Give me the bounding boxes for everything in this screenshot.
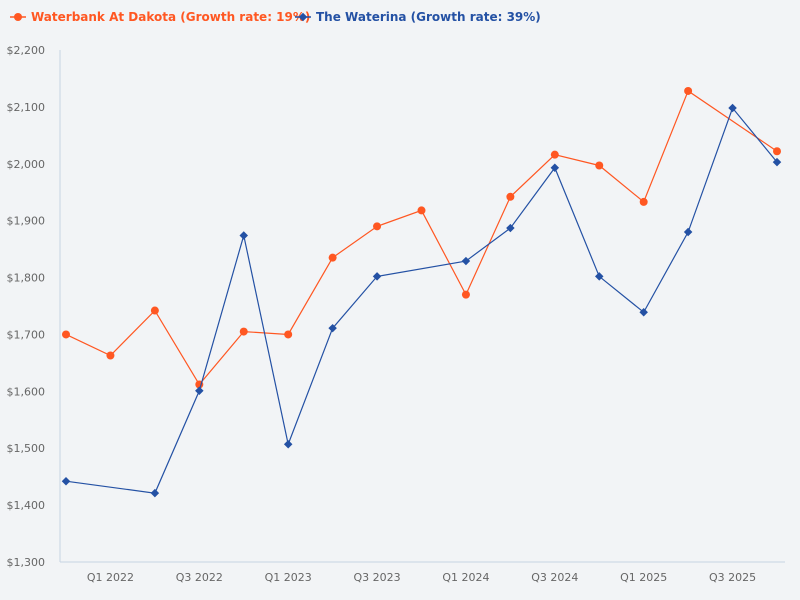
y-tick-label: $1,400 xyxy=(7,499,46,512)
data-point[interactable] xyxy=(550,150,559,159)
data-point[interactable] xyxy=(550,163,560,173)
legend-diamond-marker-icon xyxy=(298,12,308,22)
data-point[interactable] xyxy=(639,197,648,206)
legend-item-waterbank[interactable]: Waterbank At Dakota (Growth rate: 19%) xyxy=(10,10,310,24)
x-tick-label: Q1 2022 xyxy=(87,571,134,584)
data-point[interactable] xyxy=(773,147,781,156)
data-point[interactable] xyxy=(62,330,70,339)
data-point[interactable] xyxy=(461,256,471,266)
legend-label: Waterbank At Dakota (Growth rate: 19%) xyxy=(31,10,310,24)
data-point[interactable] xyxy=(328,323,337,333)
series-1 xyxy=(61,103,782,498)
series-line xyxy=(65,106,778,494)
y-tick-label: $1,500 xyxy=(7,442,46,455)
data-point[interactable] xyxy=(150,488,160,498)
legend-circle-marker-icon xyxy=(14,13,22,21)
data-point[interactable] xyxy=(61,476,71,486)
data-point[interactable] xyxy=(106,351,115,360)
y-tick-label: $1,800 xyxy=(7,272,46,285)
series-0 xyxy=(62,86,781,389)
x-tick-label: Q3 2022 xyxy=(176,571,223,584)
y-tick-label: $1,700 xyxy=(7,328,46,341)
data-point[interactable] xyxy=(506,192,515,201)
series-line xyxy=(65,90,778,386)
legend: Waterbank At Dakota (Growth rate: 19%) T… xyxy=(10,10,541,24)
data-point[interactable] xyxy=(372,272,382,281)
data-point[interactable] xyxy=(239,231,248,240)
data-point[interactable] xyxy=(684,86,693,95)
y-tick-label: $1,300 xyxy=(7,556,46,569)
x-tick-label: Q1 2025 xyxy=(620,571,667,584)
y-tick-label: $2,100 xyxy=(7,101,46,114)
data-point[interactable] xyxy=(328,253,337,262)
y-tick-label: $2,200 xyxy=(7,44,46,57)
x-tick-label: Q3 2023 xyxy=(353,571,400,584)
legend-label: The Waterina (Growth rate: 39%) xyxy=(316,10,541,24)
data-point[interactable] xyxy=(284,330,293,339)
x-tick-label: Q3 2025 xyxy=(709,571,756,584)
data-point[interactable] xyxy=(506,223,515,233)
data-point[interactable] xyxy=(461,290,470,299)
y-tick-label: $2,000 xyxy=(7,158,46,171)
data-point[interactable] xyxy=(417,206,426,215)
legend-item-waterina[interactable]: The Waterina (Growth rate: 39%) xyxy=(295,10,541,24)
data-point[interactable] xyxy=(639,308,648,317)
data-point[interactable] xyxy=(195,386,204,396)
x-tick-label: Q3 2024 xyxy=(531,571,578,584)
data-point[interactable] xyxy=(373,222,382,231)
y-tick-label: $1,900 xyxy=(7,215,46,228)
data-point[interactable] xyxy=(595,272,604,281)
data-point[interactable] xyxy=(283,439,293,449)
x-tick-label: Q1 2024 xyxy=(442,571,489,584)
data-point[interactable] xyxy=(239,327,248,336)
data-point[interactable] xyxy=(595,161,604,170)
data-point[interactable] xyxy=(150,306,159,315)
data-point[interactable] xyxy=(683,227,693,237)
x-tick-label: Q1 2023 xyxy=(265,571,312,584)
y-tick-label: $1,600 xyxy=(7,385,46,398)
